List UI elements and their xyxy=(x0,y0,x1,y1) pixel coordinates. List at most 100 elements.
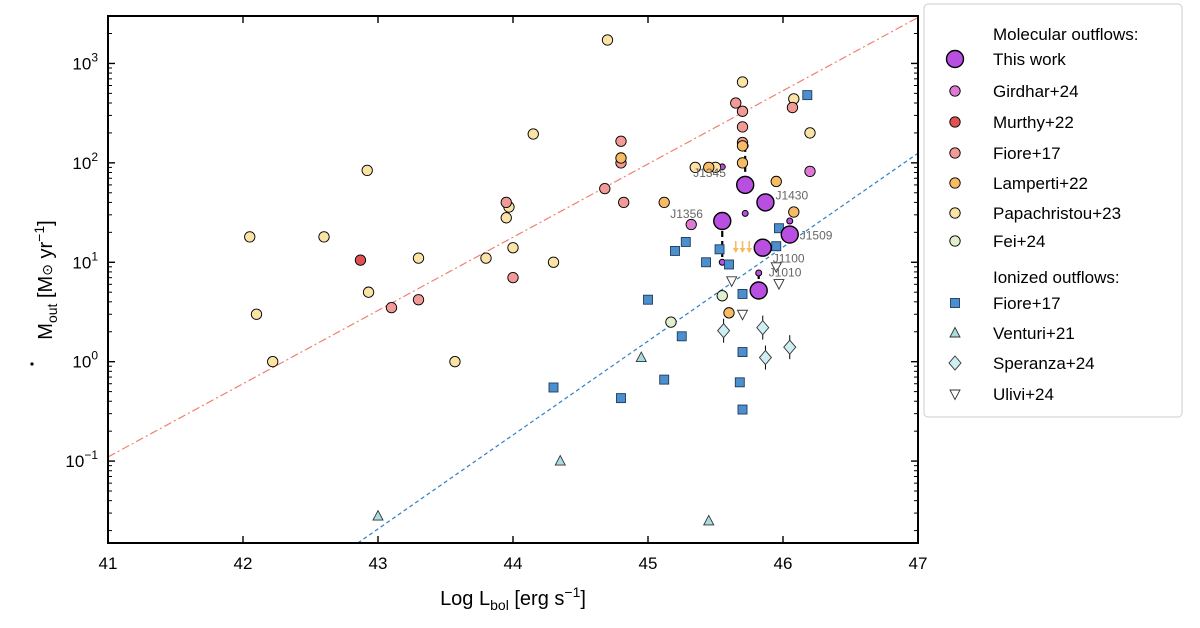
legend-label-0: This work xyxy=(993,50,1066,69)
point-fiore-17-mol--2 xyxy=(500,196,512,209)
legend-label-2: Murthy+22 xyxy=(993,113,1074,132)
x-tick-label-3: 44 xyxy=(504,554,523,573)
axis-ticks: 41 42 43 44 45 46 47 10−1 100 101 102 103 xyxy=(65,15,927,573)
point-papachristou-23-9 xyxy=(500,212,512,224)
legend: Molecular outflows: Ionized outflows: Th… xyxy=(923,3,1183,418)
legend-marker-5 xyxy=(949,207,961,219)
legend-marker-6 xyxy=(949,235,961,247)
legend-marker-4 xyxy=(949,177,961,189)
legend-marker-1 xyxy=(949,85,961,97)
point-fei-24-1 xyxy=(716,290,728,302)
legend-frame xyxy=(923,3,1183,418)
point-fiore-17-mol--1 xyxy=(412,294,425,306)
y-tick-label-0: 10−1 xyxy=(65,448,98,471)
point-fiore-17-mol--7 xyxy=(618,196,630,209)
y-axis-label: Mout [M⊙ yr−1] xyxy=(31,220,60,339)
point-lamperti-22-upper-limits-2 xyxy=(746,240,753,253)
point-lamperti-22-1 xyxy=(658,196,670,209)
annotation-j1430: J1430 xyxy=(775,188,808,202)
point-lamperti-22-0 xyxy=(615,152,627,164)
legend-label-8: Venturi+21 xyxy=(993,324,1075,343)
y-axis-label-tail: ] xyxy=(35,220,57,226)
annotation-j1100: J1100 xyxy=(773,252,805,266)
point-fiore-17-mol--12 xyxy=(786,101,799,114)
point-papachristou-23-19 xyxy=(804,127,816,139)
x-axis-label-exp: −1 xyxy=(564,584,580,600)
point-girdhar-24-0 xyxy=(685,218,697,231)
point-venturi-21-1 xyxy=(554,454,566,466)
point-ulivi-24-1 xyxy=(736,309,749,321)
point-lamperti-22-3 xyxy=(723,307,735,319)
y-axis-label-sun: ⊙ xyxy=(39,264,55,276)
legend-label-7: Fiore+17 xyxy=(993,294,1061,313)
point-papachristou-23-12 xyxy=(527,128,539,140)
point-this-work-4 xyxy=(749,281,768,300)
point-lamperti-22-2 xyxy=(703,161,715,174)
x-axis-label: Log Lbol [erg s−1] xyxy=(440,584,586,613)
legend-header-molecular: Molecular outflows: xyxy=(993,25,1139,44)
point-venturi-21-0 xyxy=(372,509,384,521)
this-work-companion-2 xyxy=(755,269,763,277)
point-papachristou-23-17 xyxy=(736,76,749,88)
point-this-work-3 xyxy=(753,238,772,257)
point-speranza-24-1 xyxy=(756,319,770,336)
annotation-j1345: J1345 xyxy=(693,166,726,180)
legend-label-4: Lamperti+22 xyxy=(993,174,1088,193)
annotation-j1356: J1356 xyxy=(670,207,703,221)
point-lamperti-22-5 xyxy=(736,157,749,169)
point-fiore-17-mol--5 xyxy=(615,135,627,147)
point-papachristou-23-2 xyxy=(267,356,279,368)
point-papachristou-23-6 xyxy=(412,252,425,264)
point-lamperti-22-upper-limits-1 xyxy=(739,240,746,253)
legend-marker-10 xyxy=(949,389,961,401)
point-fiore-17-ion--0 xyxy=(548,382,559,393)
legend-marker-8 xyxy=(949,326,961,338)
point-papachristou-23-0 xyxy=(244,231,256,243)
legend-marker-2 xyxy=(949,116,961,128)
trend-line-0 xyxy=(108,16,918,458)
point-fiore-17-ion--13 xyxy=(737,289,748,299)
point-this-work-5 xyxy=(780,225,799,244)
point-speranza-24-2 xyxy=(758,349,773,366)
y-tick-label-2: 101 xyxy=(72,249,98,272)
point-ulivi-24-3 xyxy=(773,279,785,291)
point-fiore-17-ion--3 xyxy=(659,374,670,385)
point-fiore-17-ion--4 xyxy=(670,245,680,256)
point-fiore-17-ion--12 xyxy=(737,347,748,357)
x-tick-label-1: 42 xyxy=(234,554,253,573)
x-tick-label-2: 43 xyxy=(369,554,388,573)
point-ulivi-24-2 xyxy=(770,262,782,274)
x-axis-label-unit: [erg s xyxy=(509,588,565,610)
point-speranza-24-3 xyxy=(783,339,797,355)
point-papachristou-23-11 xyxy=(507,242,519,254)
this-work-companion-extra-1 xyxy=(741,209,749,217)
legend-label-9: Speranza+24 xyxy=(993,354,1095,373)
point-fiore-17-ion--1 xyxy=(616,393,626,404)
x-tick-label-4: 45 xyxy=(639,554,658,573)
y-tick-label-1: 100 xyxy=(72,349,98,372)
legend-header-ionized: Ionized outflows: xyxy=(993,268,1120,287)
trend-lines xyxy=(108,16,918,543)
point-fiore-17-mol--9 xyxy=(736,105,749,117)
point-girdhar-24-1 xyxy=(804,165,816,178)
point-papachristou-23-3 xyxy=(318,231,330,243)
annotation-j1509: J1509 xyxy=(800,229,833,243)
point-fiore-17-ion--16 xyxy=(802,90,813,101)
point-lamperti-22-upper-limits-0 xyxy=(732,240,739,253)
y-axis-label-main: M xyxy=(35,323,57,340)
point-papachristou-23-1 xyxy=(250,308,263,320)
y-axis-label-unit2: yr xyxy=(35,241,57,264)
point-fiore-17-mol--3 xyxy=(507,272,519,284)
point-papachristou-23-8 xyxy=(480,252,492,264)
point-fiore-17-ion--7 xyxy=(701,257,711,268)
point-this-work-2 xyxy=(756,193,775,212)
legend-label-5: Papachristou+23 xyxy=(993,204,1121,223)
point-fiore-17-mol--10 xyxy=(736,121,749,133)
y-tick-label-3: 102 xyxy=(72,150,98,173)
point-fiore-17-ion--10 xyxy=(734,377,745,388)
point-fiore-17-ion--9 xyxy=(724,259,734,270)
annotation-j1010: J1010 xyxy=(769,265,802,279)
point-speranza-24-0 xyxy=(717,322,731,339)
